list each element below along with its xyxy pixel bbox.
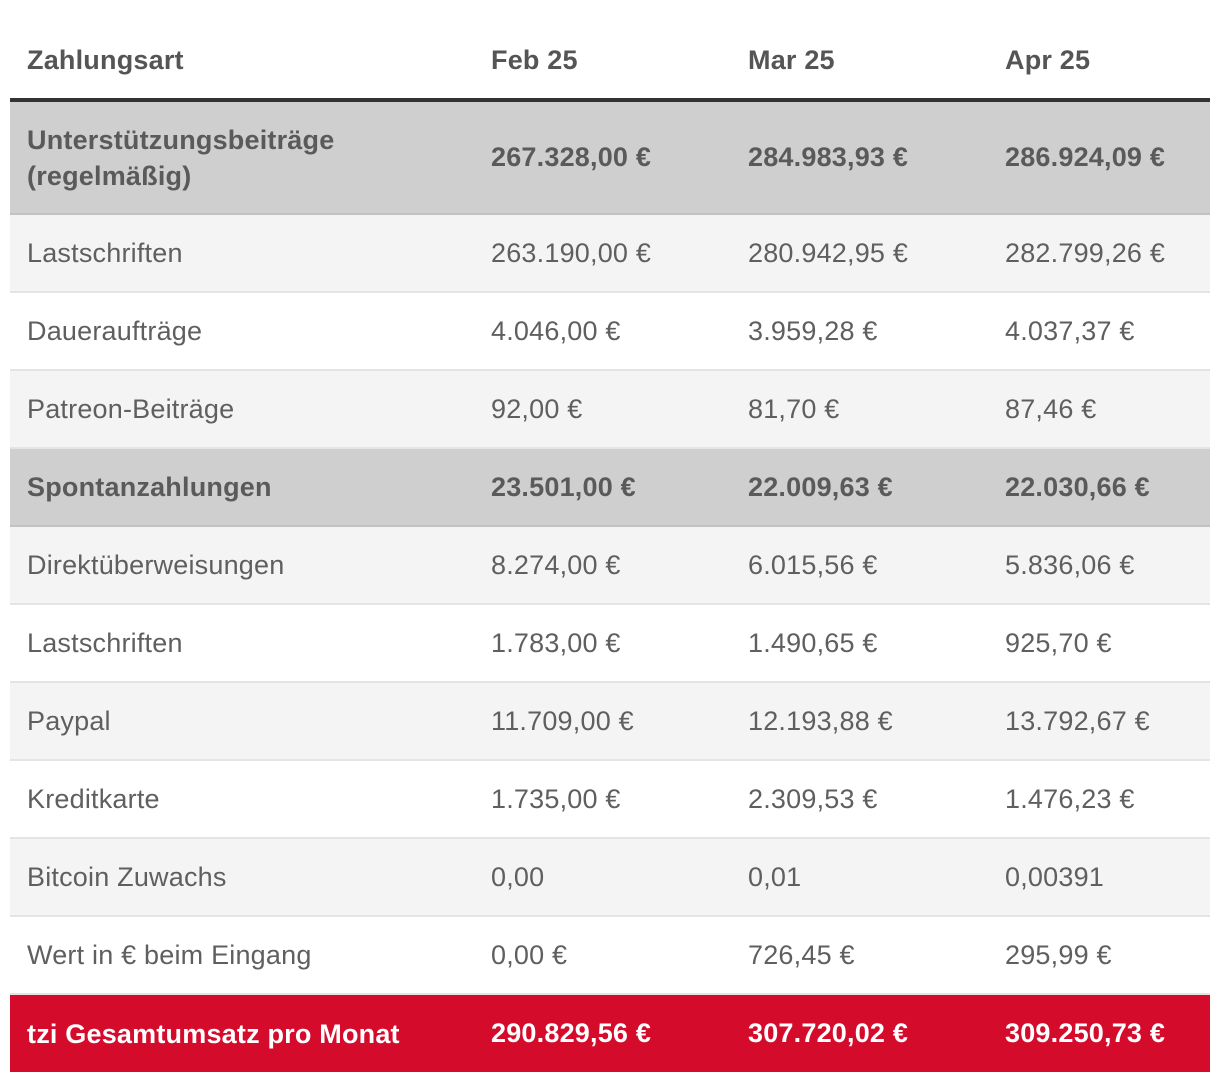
cell-apr: 5.836,06 € xyxy=(988,526,1210,605)
cell-mar: 2.309,53 € xyxy=(731,760,988,839)
row-label: Patreon-Beiträge xyxy=(10,370,474,449)
column-header-feb: Feb 25 xyxy=(474,0,731,102)
table-row: Bitcoin Zuwachs 0,00 0,01 0,00391 xyxy=(10,838,1210,917)
cell-mar: 12.193,88 € xyxy=(731,682,988,761)
cell-apr: 87,46 € xyxy=(988,370,1210,449)
cell-apr: 925,70 € xyxy=(988,604,1210,683)
table-row-group-spontaneous: Spontanzahlungen 23.501,00 € 22.009,63 €… xyxy=(10,448,1210,527)
table-row: Kreditkarte 1.735,00 € 2.309,53 € 1.476,… xyxy=(10,760,1210,839)
revenue-table-container: Zahlungsart Feb 25 Mar 25 Apr 25 Unterst… xyxy=(10,0,1210,1072)
column-header-payment-type: Zahlungsart xyxy=(10,0,474,102)
cell-apr: 286.924,09 € xyxy=(988,100,1210,215)
row-label: Daueraufträge xyxy=(10,292,474,371)
cell-feb: 4.046,00 € xyxy=(474,292,731,371)
cell-mar: 81,70 € xyxy=(731,370,988,449)
table-row: Patreon-Beiträge 92,00 € 81,70 € 87,46 € xyxy=(10,370,1210,449)
cell-mar: 0,01 xyxy=(731,838,988,917)
cell-mar: 6.015,56 € xyxy=(731,526,988,605)
cell-apr: 309.250,73 € xyxy=(988,994,1210,1072)
cell-feb: 11.709,00 € xyxy=(474,682,731,761)
table-row: Direktüberweisungen 8.274,00 € 6.015,56 … xyxy=(10,526,1210,605)
row-label: Bitcoin Zuwachs xyxy=(10,838,474,917)
cell-mar: 280.942,95 € xyxy=(731,214,988,293)
table-row-group-regular: Unterstützungsbeiträge (regelmäßig) 267.… xyxy=(10,100,1210,215)
cell-feb: 1.783,00 € xyxy=(474,604,731,683)
cell-mar: 3.959,28 € xyxy=(731,292,988,371)
revenue-table: Zahlungsart Feb 25 Mar 25 Apr 25 Unterst… xyxy=(10,0,1210,1072)
column-header-apr: Apr 25 xyxy=(988,0,1210,102)
cell-feb: 1.735,00 € xyxy=(474,760,731,839)
table-row: Daueraufträge 4.046,00 € 3.959,28 € 4.03… xyxy=(10,292,1210,371)
cell-mar: 726,45 € xyxy=(731,916,988,995)
cell-apr: 22.030,66 € xyxy=(988,448,1210,527)
cell-apr: 0,00391 xyxy=(988,838,1210,917)
row-label: Spontanzahlungen xyxy=(10,448,474,527)
cell-mar: 22.009,63 € xyxy=(731,448,988,527)
cell-feb: 267.328,00 € xyxy=(474,100,731,215)
table-header-row: Zahlungsart Feb 25 Mar 25 Apr 25 xyxy=(10,0,1210,102)
row-label: Paypal xyxy=(10,682,474,761)
cell-feb: 23.501,00 € xyxy=(474,448,731,527)
cell-apr: 4.037,37 € xyxy=(988,292,1210,371)
cell-apr: 295,99 € xyxy=(988,916,1210,995)
cell-feb: 92,00 € xyxy=(474,370,731,449)
cell-mar: 284.983,93 € xyxy=(731,100,988,215)
cell-apr: 282.799,26 € xyxy=(988,214,1210,293)
row-label: Lastschriften xyxy=(10,214,474,293)
row-label: Kreditkarte xyxy=(10,760,474,839)
cell-mar: 307.720,02 € xyxy=(731,994,988,1072)
table-row-total: tzi Gesamtumsatz pro Monat 290.829,56 € … xyxy=(10,994,1210,1072)
table-row: Paypal 11.709,00 € 12.193,88 € 13.792,67… xyxy=(10,682,1210,761)
table-row: Lastschriften 1.783,00 € 1.490,65 € 925,… xyxy=(10,604,1210,683)
table-row: Wert in € beim Eingang 0,00 € 726,45 € 2… xyxy=(10,916,1210,995)
cell-feb: 0,00 € xyxy=(474,916,731,995)
cell-apr: 1.476,23 € xyxy=(988,760,1210,839)
row-label: Lastschriften xyxy=(10,604,474,683)
row-label: tzi Gesamtumsatz pro Monat xyxy=(10,994,474,1072)
cell-feb: 0,00 xyxy=(474,838,731,917)
cell-feb: 263.190,00 € xyxy=(474,214,731,293)
cell-apr: 13.792,67 € xyxy=(988,682,1210,761)
cell-mar: 1.490,65 € xyxy=(731,604,988,683)
row-label: Wert in € beim Eingang xyxy=(10,916,474,995)
row-label: Direktüberweisungen xyxy=(10,526,474,605)
cell-feb: 8.274,00 € xyxy=(474,526,731,605)
table-row: Lastschriften 263.190,00 € 280.942,95 € … xyxy=(10,214,1210,293)
row-label: Unterstützungsbeiträge (regelmäßig) xyxy=(10,100,474,215)
column-header-mar: Mar 25 xyxy=(731,0,988,102)
cell-feb: 290.829,56 € xyxy=(474,994,731,1072)
